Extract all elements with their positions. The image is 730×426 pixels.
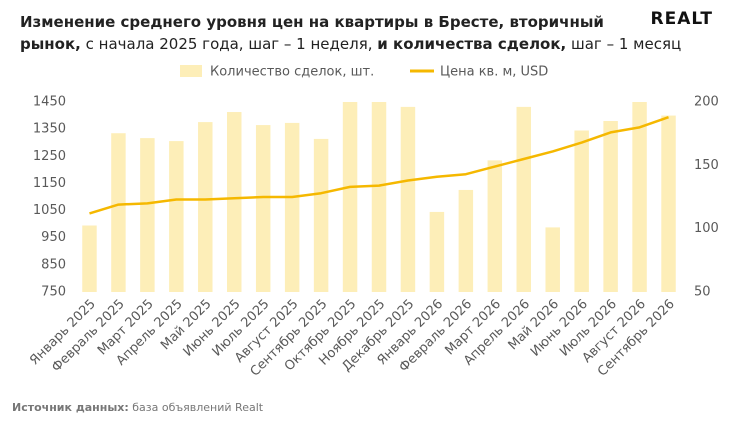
y-tick-label: 750 (41, 285, 66, 300)
chart-title: Изменение среднего уровня цен на квартир… (20, 13, 604, 31)
price-line (89, 116, 669, 215)
title-part: рынок, (20, 35, 81, 53)
bar (603, 121, 618, 292)
brand-logo: REALT (651, 9, 713, 29)
y-tick-label: 850 (41, 257, 66, 272)
legend-label: Цена кв. м, USD (440, 65, 548, 80)
bar (632, 102, 647, 292)
bar (140, 138, 155, 292)
source-note: Источник данных: база объявлений Realt (12, 401, 264, 414)
y-tick-label: 950 (41, 230, 66, 245)
bar (371, 102, 387, 292)
bar (429, 211, 445, 292)
y2-tick-label: 150 (694, 158, 719, 173)
y-tick-label: 1050 (33, 203, 66, 218)
bar (284, 122, 300, 293)
source-part: Источник данных: (12, 401, 129, 414)
y2-tick-label: 200 (694, 95, 719, 110)
y-tick-label: 1450 (33, 95, 66, 110)
chart-title: рынок, с начала 2025 года, шаг – 1 недел… (20, 35, 681, 53)
bar (487, 160, 503, 292)
bar (198, 122, 213, 292)
bar (169, 141, 184, 292)
title-part: и количества сделок, (377, 35, 566, 53)
source-part: база объявлений Realt (129, 401, 264, 414)
title-part: с начала 2025 года, шаг – 1 неделя, (81, 35, 377, 53)
y-tick-label: 1250 (33, 149, 66, 164)
legend-swatch (180, 65, 202, 77)
bar (458, 189, 474, 292)
bar (516, 106, 531, 292)
bar (574, 130, 589, 292)
y2-tick-label: 100 (694, 221, 719, 236)
y-tick-label: 1350 (33, 122, 66, 137)
title-part: Изменение среднего уровня цен на квартир… (20, 13, 604, 31)
bar (545, 227, 560, 292)
bar (661, 115, 676, 292)
bar (82, 225, 97, 292)
bar (111, 133, 126, 292)
title-part: шаг – 1 месяц (566, 35, 681, 53)
bar (400, 106, 416, 292)
y-tick-label: 1150 (33, 176, 66, 191)
bar (255, 125, 271, 292)
y2-tick-label: 50 (694, 285, 711, 300)
legend-label: Количество сделок, шт. (210, 65, 374, 80)
bar (313, 138, 329, 292)
bar (227, 112, 242, 293)
bar (342, 102, 358, 292)
